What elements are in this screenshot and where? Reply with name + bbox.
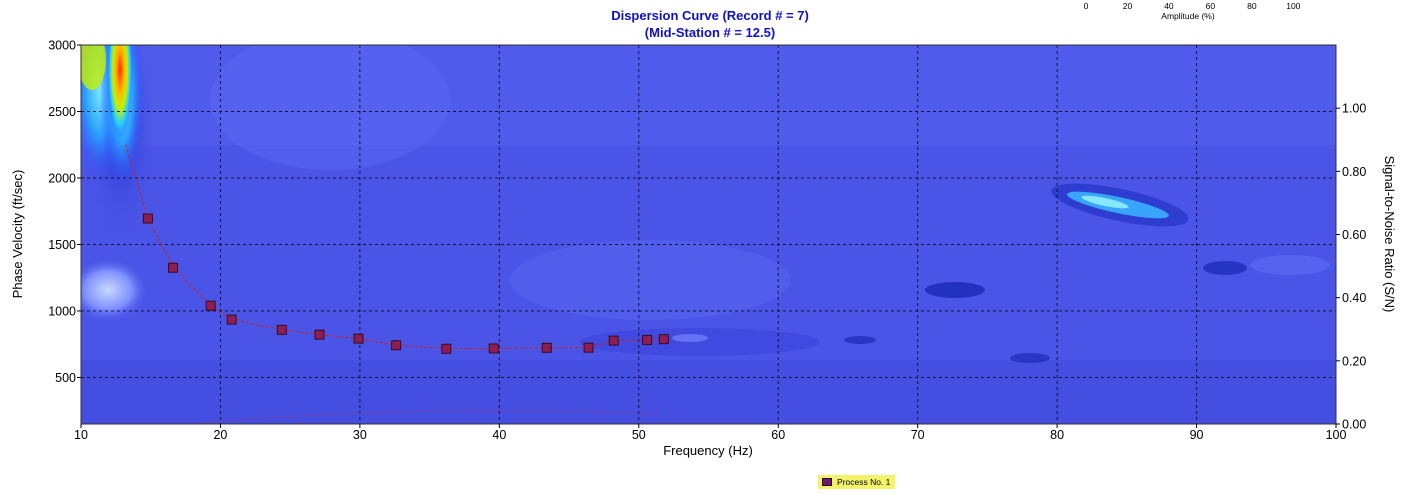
data-point	[541, 342, 552, 353]
colorscale-tick-label: 0	[1084, 1, 1089, 11]
data-points	[142, 213, 669, 354]
y2-tick-label: 0.00	[1342, 418, 1366, 432]
colorscale-tick-label: 40	[1164, 1, 1174, 11]
y-tick-label: 2000	[48, 171, 76, 185]
y2-tick-label: 0.80	[1342, 165, 1366, 179]
data-point	[314, 329, 325, 340]
y2-tick-label: 0.40	[1342, 291, 1366, 305]
x-tick-label: 40	[492, 428, 506, 442]
amplitude-field	[81, 45, 1336, 424]
y-axis-label: Phase Velocity (ft/sec)	[10, 170, 25, 299]
data-point	[226, 314, 237, 325]
x-tick-label: 100	[1326, 428, 1347, 442]
x-axis: 10 20 30 40 50 60 70 80 90 100	[74, 424, 1346, 442]
y2-tick-label: 1.00	[1342, 102, 1366, 116]
y-tick-label: 1500	[48, 238, 76, 252]
legend-item-label: Process No. 1	[837, 477, 891, 487]
legend-marker	[822, 478, 832, 486]
x-tick-label: 50	[632, 428, 646, 442]
data-point	[205, 300, 216, 311]
data-point	[658, 334, 669, 345]
x-tick-label: 70	[911, 428, 925, 442]
sn-baseline-curve	[199, 410, 661, 424]
data-point	[168, 262, 179, 273]
y-tick-label: 1000	[48, 304, 76, 318]
legend: Process No. 1	[818, 475, 896, 489]
y2-axis-label: Signal-to-Noise Ratio (S/N)	[1382, 156, 1397, 313]
x-tick-label: 20	[213, 428, 227, 442]
y2-tick-label: 0.60	[1342, 228, 1366, 242]
data-point	[142, 213, 153, 224]
colorscale-label: Amplitude (%)	[1161, 11, 1215, 21]
data-point	[391, 340, 402, 351]
y-tick-label: 500	[55, 371, 76, 385]
data-point	[488, 343, 499, 354]
y-tick-label: 2500	[48, 105, 76, 119]
data-point	[642, 334, 653, 345]
data-point	[276, 324, 287, 335]
y2-tick-label: 0.20	[1342, 354, 1366, 368]
colorscale-tick-label: 100	[1286, 1, 1300, 11]
chart-title: Dispersion Curve (Record # = 7)	[611, 8, 809, 23]
data-point	[353, 333, 364, 344]
x-axis-label: Frequency (Hz)	[663, 443, 753, 458]
y2-axis: 0.00 0.20 0.40 0.60 0.80 1.00	[1336, 102, 1366, 432]
x-tick-label: 80	[1050, 428, 1064, 442]
data-point	[583, 342, 594, 353]
x-tick-label: 30	[353, 428, 367, 442]
y-tick-label: 3000	[48, 39, 76, 53]
colorscale-tick-label: 60	[1206, 1, 1216, 11]
amplitude-colorscale: 0 20 40 60 80 100	[1084, 1, 1301, 11]
dispersion-fit-curve	[125, 144, 664, 350]
data-point	[608, 335, 619, 346]
x-tick-label: 60	[771, 428, 785, 442]
colorscale-tick-label: 80	[1247, 1, 1257, 11]
x-tick-label: 10	[74, 428, 88, 442]
x-tick-label: 90	[1190, 428, 1204, 442]
data-point	[441, 343, 452, 354]
chart-subtitle: (Mid-Station # = 12.5)	[645, 25, 775, 40]
colorscale-tick-label: 20	[1123, 1, 1133, 11]
y-axis: 500 1000 1500 2000 2500 3000	[48, 39, 81, 385]
